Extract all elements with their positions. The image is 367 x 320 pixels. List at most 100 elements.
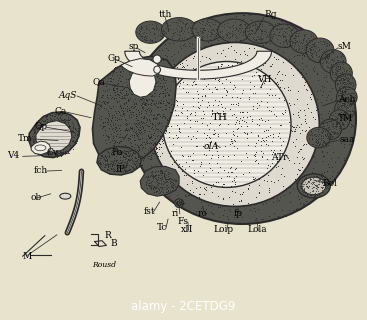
Point [184,20,190,26]
Point [150,80,156,85]
Point [128,104,134,109]
Point [72,133,77,138]
Point [117,138,123,143]
Point [197,26,203,31]
Point [157,36,163,41]
Point [164,116,170,121]
Point [301,52,307,57]
Point [116,161,121,166]
Point [343,88,349,93]
Point [175,37,181,42]
Point [317,141,323,146]
Point [191,78,197,84]
Point [325,135,331,140]
Point [65,130,71,135]
Point [237,37,243,42]
Point [341,100,347,105]
Point [329,129,335,134]
Point [42,132,48,137]
Point [149,37,155,42]
Point [330,70,335,75]
Point [34,145,40,150]
Point [164,53,170,59]
Point [137,96,143,101]
Point [293,124,299,130]
Point [174,200,180,205]
Point [315,139,321,144]
Point [188,35,194,40]
Point [204,33,210,38]
Point [146,181,152,186]
Point [68,130,74,135]
Point [208,203,214,208]
Point [123,158,129,164]
Point [62,151,68,156]
Point [261,173,266,179]
Point [157,189,163,195]
Point [315,136,320,141]
Point [282,29,288,34]
Point [285,38,291,44]
Point [95,106,101,111]
Point [301,82,307,87]
Point [326,124,332,129]
Point [168,124,174,129]
Point [243,120,249,125]
Point [252,56,258,61]
Point [302,129,308,134]
Point [200,108,206,114]
Point [316,58,322,63]
Point [153,98,159,103]
Point [270,135,276,140]
Point [128,63,134,68]
Point [294,123,300,128]
Point [262,142,268,147]
Point [301,36,307,41]
Point [174,135,180,140]
Point [142,127,148,132]
Point [210,212,216,217]
Point [246,33,252,38]
Point [314,142,320,148]
Point [315,184,321,189]
Point [174,203,180,208]
Point [231,153,237,158]
Point [132,65,138,70]
Point [333,124,339,129]
Point [145,173,150,179]
Point [128,164,134,169]
Point [104,78,110,83]
Point [321,187,327,192]
Point [308,34,314,39]
Point [109,149,115,155]
Point [308,42,313,47]
Point [273,33,279,38]
Point [336,77,342,83]
Point [217,204,223,210]
Point [211,29,217,34]
Point [314,182,320,188]
Point [167,180,173,185]
Point [73,137,79,142]
Point [326,164,331,170]
Point [313,186,319,191]
Point [310,175,316,180]
Point [145,97,150,102]
Point [42,132,48,138]
Ellipse shape [290,30,318,53]
Point [350,97,356,102]
Point [301,32,307,37]
Point [170,135,176,140]
Point [140,31,146,36]
Point [181,68,187,73]
Point [119,160,125,165]
Point [217,27,223,32]
Point [232,38,238,43]
Point [123,91,129,96]
Point [320,124,326,129]
Point [204,142,210,147]
Point [150,185,156,190]
Point [329,123,335,128]
Point [265,127,271,132]
Point [164,117,170,123]
